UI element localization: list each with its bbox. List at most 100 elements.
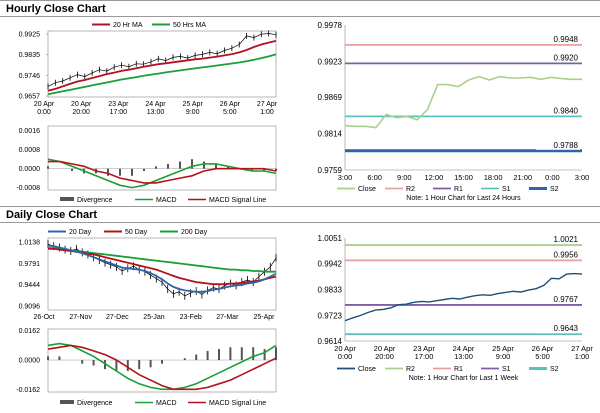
daily-levels-y-tick-label: 0.9833 [318,285,343,294]
daily-macd-plot-frame [47,328,277,393]
hourly-macd-y-tick-label: 0.0000 [19,166,41,173]
daily-levels-y-tick-label: 0.9942 [318,260,343,269]
legend-20hr-ma-label: 20 Hr MA [113,22,143,29]
daily-y-tick-label: 0.9444 [19,282,41,289]
daily-levels-x-tick-label: 23 Apr 17:00 [413,344,435,361]
daily-levels-x-tick-label: 25 Apr 9:00 [492,344,514,361]
hourly-macd-plot-frame [47,125,277,191]
legend-50hrs-ma-label: 50 Hrs MA [173,22,206,29]
legend-200-day-label: 200 Day [181,229,208,236]
ma20-day-line [47,244,277,293]
hourly-levels-x-tick-label: 21:00 [513,173,532,182]
ma50-day-line [48,247,277,286]
hourly-macd-legend-signal-label: MACD Signal Line [209,197,266,204]
daily-levels-x-tick-label: 27 Apr 1:00 [571,344,593,361]
hourly-levels-x-tick-label: 12:00 [424,173,443,182]
daily-levels-level-label-bg [536,294,580,304]
x-tick-label: 20 Apr 20:00 [71,101,92,116]
y-tick-label: 0.9925 [19,32,41,39]
daily-x-tick-label: 27-Dec [106,314,129,321]
hourly-levels-legend-r2-label: R2 [406,186,415,193]
x-tick-label: 26 Apr 5:00 [220,101,241,116]
hourly-levels-level-r2-label: 0.9948 [554,35,579,44]
y-tick-label: 0.9746 [19,73,41,80]
hourly-macd-y-tick-label: 0.0016 [19,128,41,135]
daily-macd-legend-divergence-swatch [60,400,74,404]
hourly-section-header: Hourly Close Chart [0,0,600,17]
hourly-levels-level-r1-label: 0.9920 [554,53,579,62]
daily-levels-y-tick-label: 1.0051 [318,234,343,243]
price-line [47,33,277,87]
daily-macd-legend-divergence-label: Divergence [77,400,113,407]
daily-x-tick-label: 27-Nov [69,314,92,321]
hourly-levels-y-tick-label: 0.9978 [318,21,343,30]
daily-section-header: Daily Close Chart [0,206,600,223]
hourly-macd-signal-line [48,160,277,184]
hourly-levels-x-tick-label: 3:00 [575,173,590,182]
hourly-levels-level-s1-label: 0.9840 [554,106,579,115]
daily-y-tick-label: 0.9791 [19,261,41,268]
hourly-macd-macd-line [47,158,277,189]
hourly-levels-x-tick-label: 18:00 [484,173,503,182]
daily-levels-close-line [344,272,583,322]
daily-levels-level-label-bg [536,324,580,334]
daily-levels-x-tick-label: 26 Apr 5:00 [532,344,554,361]
daily-macd-macd-line [47,342,277,391]
daily-x-tick-label: 27-Mar [216,314,239,321]
hourly-macd-y-tick-label: 0.0008 [19,147,41,154]
hourly-macd-chart: 0.0016 0.0008 0.0000 -0.0008 Divergence MACD M… [16,125,277,204]
x-tick-label: 24 Apr 13:00 [145,101,166,116]
daily-section-title: Daily Close Chart [6,209,98,221]
daily-levels-legend-r2-label: R2 [406,366,415,373]
hourly-levels-y-tick-label: 0.9923 [318,57,343,66]
x-tick-label: 25 Apr 9:00 [183,101,204,116]
daily-macd-y-tick-label: 0.0000 [19,358,41,365]
hourly-macd-legend-divergence-label: Divergence [77,197,113,204]
daily-x-tick-label: 25-Apr [253,314,275,321]
hourly-levels-close-line [344,75,582,129]
daily-levels-level-r1-label: 0.9956 [554,250,579,259]
daily-macd-chart: 0.0162 0.0000 -0.0162 Divergence MACD MACD Si… [16,328,277,407]
daily-macd-signal-line [47,344,277,391]
hourly-macd-legend-divergence-swatch [60,197,74,201]
hourly-levels-x-tick-label: 9:00 [397,173,412,182]
legend-50-day-label: 50 Day [125,229,148,236]
daily-levels-level-label-bg [536,250,580,260]
hourly-levels-level-label-bg [536,106,580,116]
hourly-levels-level-label-bg [536,53,580,63]
hourly-levels-legend-s1-label: S1 [502,186,511,193]
hourly-levels-level-label-bg [536,34,580,44]
hourly-levels-x-tick-label: 15:00 [454,173,473,182]
daily-levels-legend-close-label: Close [358,366,376,373]
daily-levels-level-r2-label: 1.0021 [554,235,579,244]
daily-x-tick-label: 25-Jan [143,314,165,321]
daily-x-tick-label: 23-Feb [180,314,202,321]
daily-y-tick-label: 0.9096 [19,304,41,311]
ma200-line [47,247,276,273]
hourly-levels-level-label-bg [536,140,580,150]
ma50-line [47,53,277,96]
daily-levels-level-s1-label: 0.9767 [554,295,579,304]
hourly-levels-legend-close-label: Close [358,186,376,193]
daily-levels-x-tick-label: 20 Apr 20:00 [374,344,396,361]
daily-levels-legend-r1-label: R1 [454,366,463,373]
daily-levels-level-s2-label: 0.9643 [554,324,579,333]
hourly-levels-legend-r1-label: R1 [454,186,463,193]
ma20-line [47,40,277,92]
daily-levels-legend-s1-label: S1 [502,366,511,373]
daily-levels-legend-s2-label: S2 [550,366,559,373]
daily-levels-x-tick-label: 24 Apr 13:00 [453,344,475,361]
daily-macd-y-tick-label: 0.0162 [19,328,41,335]
hourly-levels-y-tick-label: 0.9869 [318,93,343,102]
daily-x-tick-label: 26-Oct [33,314,54,321]
hourly-levels-x-tick-label: 6:00 [367,173,382,182]
hourly-price-chart: 20 Hr MA 50 Hrs MA 0.9925 0.9835 0.9746 0.965… [19,22,278,116]
hourly-price-plot-frame [47,30,277,98]
daily-levels-note: Note: 1 Hour Chart for Last 1 Week [409,375,519,382]
hourly-levels-y-tick-label: 0.9814 [318,130,343,139]
daily-macd-legend-macd-label: MACD [156,400,177,407]
daily-levels-y-tick-label: 0.9723 [318,311,343,320]
daily-levels-y-tick-label: 0.9614 [318,337,343,346]
